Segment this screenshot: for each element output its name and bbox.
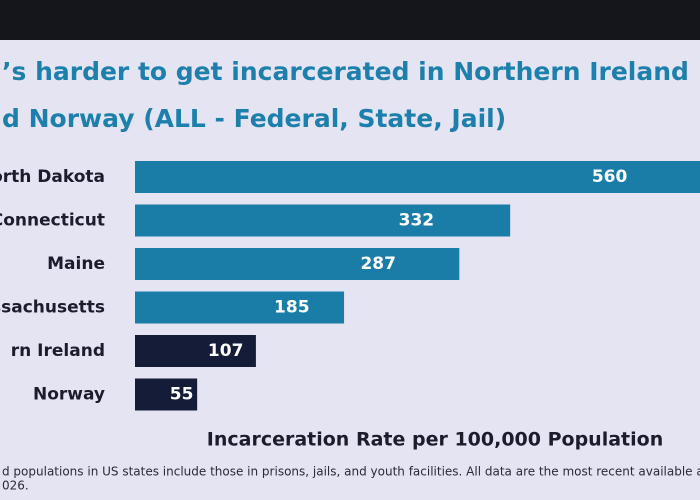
value-label: 55 bbox=[170, 385, 194, 405]
category-label: rn Ireland bbox=[11, 341, 105, 361]
value-label: 560 bbox=[592, 167, 628, 187]
footnote: d populations in US states include those… bbox=[2, 465, 700, 479]
category-label: Maine bbox=[47, 254, 105, 274]
category-label: Connecticut bbox=[0, 211, 105, 231]
title-line: ’s harder to get incarcerated in Norther… bbox=[2, 57, 689, 86]
bar bbox=[135, 335, 256, 367]
category-label: orth Dakota bbox=[0, 167, 105, 187]
value-label: 185 bbox=[274, 298, 310, 318]
category-label: assachusetts bbox=[0, 298, 105, 318]
title-line: d Norway (ALL - Federal, State, Jail) bbox=[2, 104, 506, 133]
bar bbox=[135, 204, 511, 237]
screen-edge bbox=[0, 0, 700, 40]
value-label: 332 bbox=[399, 211, 435, 231]
value-label: 287 bbox=[360, 254, 396, 274]
bar bbox=[135, 378, 198, 411]
bar bbox=[135, 161, 700, 193]
bar bbox=[135, 248, 460, 280]
category-label: Norway bbox=[33, 385, 105, 405]
x-axis-label: Incarceration Rate per 100,000 Populatio… bbox=[207, 429, 663, 451]
bar bbox=[135, 291, 345, 324]
value-label: 107 bbox=[208, 341, 244, 361]
footnote: 026. bbox=[2, 479, 29, 493]
